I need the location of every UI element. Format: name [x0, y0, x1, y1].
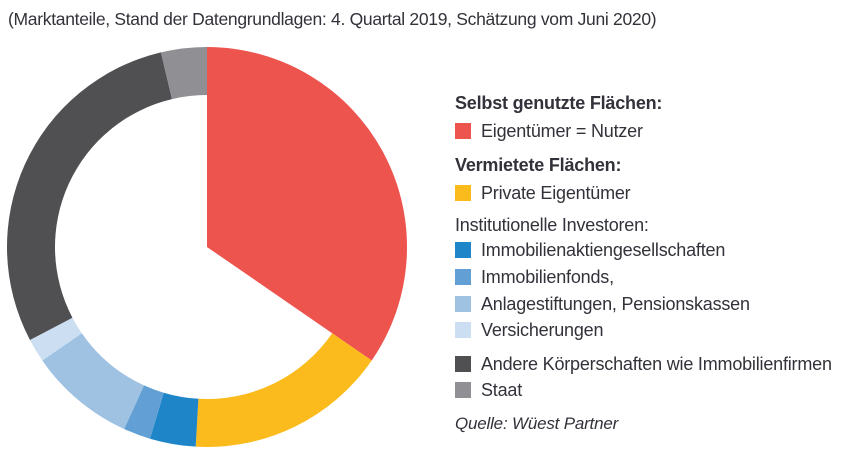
pie-segment-staat — [160, 47, 207, 100]
legend-label: Andere Körperschaften wie Immobilienfirm… — [481, 354, 832, 374]
legend-swatch-private-eigentuemer — [455, 185, 471, 201]
legend-swatch-staat — [455, 382, 471, 398]
pie-segment-anlagestiftungen-pensionskassen — [42, 333, 145, 430]
legend-swatch-andere-koerperschaften — [455, 356, 471, 372]
chart-legend: Selbst genutzte Flächen: Eigentümer = Nu… — [455, 93, 847, 434]
legend-label: Anlagestiftungen, Pensionskassen — [481, 294, 750, 314]
legend-item-andere-koerperschaften: Andere Körperschaften wie Immobilienfirm… — [455, 354, 847, 374]
pie-segment-immobilienaktiengesellschaften — [150, 392, 199, 447]
legend-swatch-eigentuemer-nutzer — [455, 123, 471, 139]
pie-segment-immobilienfonds — [124, 385, 164, 439]
legend-item-eigentuemer-nutzer: Eigentümer = Nutzer — [455, 121, 847, 141]
pie-segment-versicherungen — [29, 317, 82, 361]
legend-item-staat: Staat — [455, 380, 847, 400]
legend-label: Eigentümer = Nutzer — [481, 121, 643, 141]
pie-segment-andere-koerperschaften — [6, 52, 172, 341]
legend-label: Versicherungen — [481, 320, 604, 340]
legend-item-anlagestiftungen-pensionskassen: Anlagestiftungen, Pensionskassen — [455, 294, 847, 314]
pie-segment-eigentuemer-nutzer — [207, 47, 408, 361]
legend-item-private-eigentuemer: Private Eigentümer — [455, 183, 847, 203]
legend-swatch-anlagestiftungen-pensionskassen — [455, 296, 471, 312]
pie-segment-private-eigentuemer — [195, 333, 372, 447]
legend-item-immobilienfonds: Immobilienfonds, — [455, 267, 847, 287]
legend-group-header-vermietete: Vermietete Flächen: — [455, 155, 622, 175]
legend-label: Immobilienfonds, — [481, 267, 614, 287]
legend-group-header-institutionelle: Institutionelle Investoren: — [455, 215, 649, 235]
legend-label: Private Eigentümer — [481, 183, 631, 203]
legend-label: Immobilienaktiengesellschaften — [481, 240, 726, 260]
source-note: Quelle: Wüest Partner — [455, 414, 619, 433]
legend-swatch-versicherungen — [455, 322, 471, 338]
legend-swatch-immobilienfonds — [455, 269, 471, 285]
legend-item-immobilienaktiengesellschaften: Immobilienaktiengesellschaften — [455, 240, 847, 260]
legend-label: Staat — [481, 380, 523, 400]
legend-group-header-selbst-genutzte: Selbst genutzte Flächen: — [455, 93, 663, 113]
pie-chart — [6, 47, 408, 447]
legend-item-versicherungen: Versicherungen — [455, 320, 847, 340]
page-title: (Marktanteile, Stand der Datengrundlagen… — [8, 9, 657, 29]
pie-chart-area — [0, 40, 430, 453]
legend-swatch-immobilienaktiengesellschaften — [455, 242, 471, 258]
